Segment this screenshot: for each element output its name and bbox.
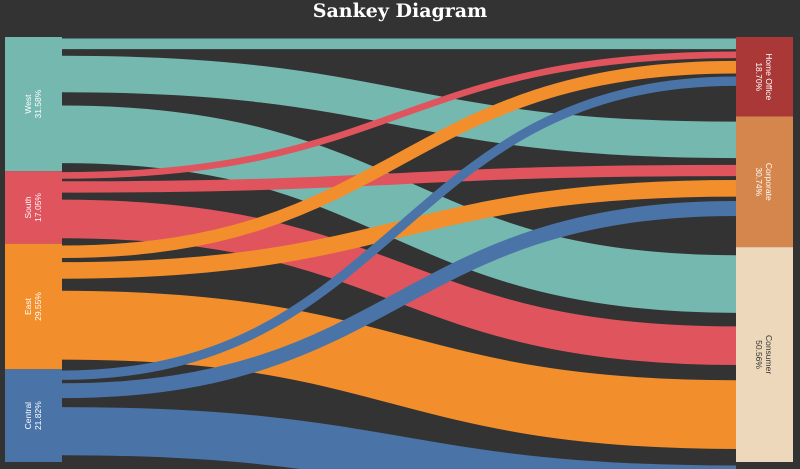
source-node-west (5, 37, 62, 172)
source-name: West (23, 94, 33, 114)
source-label-east: East29.55% (23, 292, 43, 321)
target-name: Corporate (764, 163, 774, 201)
target-name: Home Office (764, 53, 774, 100)
link-central-to-home-office (61, 76, 737, 380)
source-label-west: West31.58% (23, 89, 43, 118)
link-west-to-consumer (61, 105, 737, 313)
source-name: Central (23, 402, 33, 430)
source-percent: 17.05% (33, 193, 43, 222)
source-name: South (23, 196, 33, 218)
link-east-to-consumer (61, 290, 737, 449)
target-percent: 18.70% (754, 62, 764, 91)
link-south-to-consumer (61, 199, 737, 366)
target-node-home-office (736, 37, 793, 117)
source-node-east (5, 243, 62, 370)
source-name: East (23, 297, 33, 315)
target-label-corporate: Corporate30.74% (754, 163, 774, 201)
chart-title: Sankey Diagram (312, 0, 488, 22)
target-label-consumer: Consumer50.56% (754, 335, 774, 374)
source-label-central: Central21.82% (23, 401, 43, 430)
link-south-to-home-office (61, 51, 737, 179)
link-west-to-corporate (61, 55, 737, 159)
target-node-corporate (736, 116, 793, 248)
source-label-south: South17.05% (23, 193, 43, 222)
target-label-home-office: Home Office18.70% (754, 53, 774, 100)
link-south-to-corporate (61, 164, 737, 193)
source-node-central (5, 369, 62, 462)
target-name: Consumer (764, 335, 774, 374)
target-percent: 30.74% (754, 167, 764, 196)
target-percent: 50.56% (754, 340, 764, 369)
link-central-to-consumer (61, 407, 737, 469)
links-group (61, 38, 737, 469)
link-central-to-corporate (61, 201, 737, 399)
source-percent: 29.55% (33, 292, 43, 321)
source-node-south (5, 171, 62, 244)
target-node-consumer (736, 247, 793, 462)
source-percent: 31.58% (33, 89, 43, 118)
source-percent: 21.82% (33, 401, 43, 430)
link-east-to-home-office (61, 60, 737, 259)
